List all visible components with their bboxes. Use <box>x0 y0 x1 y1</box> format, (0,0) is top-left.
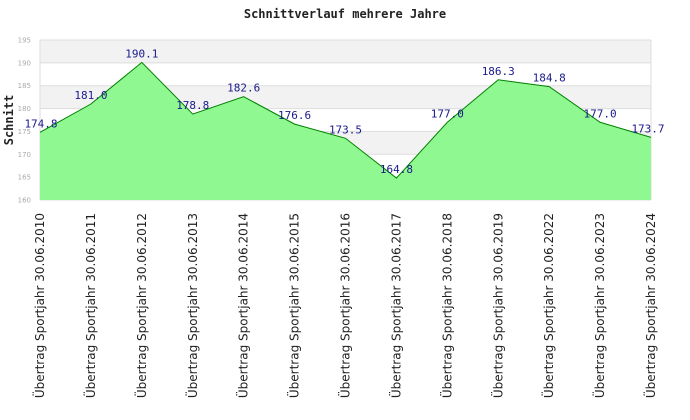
area-fill <box>40 62 651 201</box>
chart-title: Schnittverlauf mehrere Jahre <box>244 7 446 21</box>
data-label: 176.6 <box>278 109 311 122</box>
x-tick-label: Übertrag Sportjahr 30.06.2022 <box>540 213 556 398</box>
x-tick-label: Übertrag Sportjahr 30.06.2010 <box>31 213 47 398</box>
x-tick-label: Übertrag Sportjahr 30.06.2014 <box>235 213 251 398</box>
data-label: 182.6 <box>227 82 260 95</box>
data-label: 173.5 <box>329 123 362 136</box>
data-label: 190.1 <box>125 47 158 60</box>
data-label: 174.8 <box>24 117 57 130</box>
x-tick-label: Übertrag Sportjahr 30.06.2019 <box>489 213 505 398</box>
y-tick-label: 170 <box>18 151 31 159</box>
x-tick-label: Übertrag Sportjahr 30.06.2012 <box>133 213 149 398</box>
x-axis-ticks: Übertrag Sportjahr 30.06.2010 Übertrag Sp… <box>31 213 658 398</box>
y-tick-label: 185 <box>18 82 31 90</box>
y-axis-label: Schnitt <box>2 95 16 146</box>
x-tick-label: Übertrag Sportjahr 30.06.2015 <box>286 213 302 398</box>
x-tick-label: Übertrag Sportjahr 30.06.2013 <box>184 213 200 398</box>
data-label: 186.3 <box>482 65 515 78</box>
grid-band <box>40 40 651 63</box>
x-tick-label: Übertrag Sportjahr 30.06.2011 <box>82 213 98 398</box>
y-tick-label: 160 <box>18 197 31 205</box>
x-tick-label: Übertrag Sportjahr 30.06.2024 <box>642 213 658 398</box>
series-line <box>39 61 652 179</box>
x-tick-label: Übertrag Sportjahr 30.06.2017 <box>387 213 403 398</box>
x-tick-label: Übertrag Sportjahr 30.06.2018 <box>438 213 454 398</box>
x-tick-label: Übertrag Sportjahr 30.06.2016 <box>337 213 353 398</box>
x-tick-label: Übertrag Sportjahr 30.06.2023 <box>591 213 607 398</box>
y-tick-label: 190 <box>18 59 31 67</box>
data-label: 177.0 <box>431 107 464 120</box>
area-series <box>39 61 652 201</box>
data-label: 177.0 <box>584 107 617 120</box>
data-labels: 174.8 181.0 190.1 178.8 182.6 176.6 173.5 164.8… <box>24 47 664 176</box>
y-tick-label: 165 <box>18 174 31 182</box>
y-tick-label: 180 <box>18 105 31 113</box>
data-label: 178.8 <box>176 99 209 112</box>
y-tick-label: 195 <box>18 37 31 45</box>
data-label: 181.0 <box>74 89 107 102</box>
data-label: 184.8 <box>533 72 566 85</box>
data-label: 164.8 <box>380 163 413 176</box>
y-axis-ticks: 160 165 170 175 180 185 190 195 <box>18 37 31 205</box>
y-tick-label: 175 <box>18 128 31 136</box>
data-label: 173.7 <box>631 122 664 135</box>
